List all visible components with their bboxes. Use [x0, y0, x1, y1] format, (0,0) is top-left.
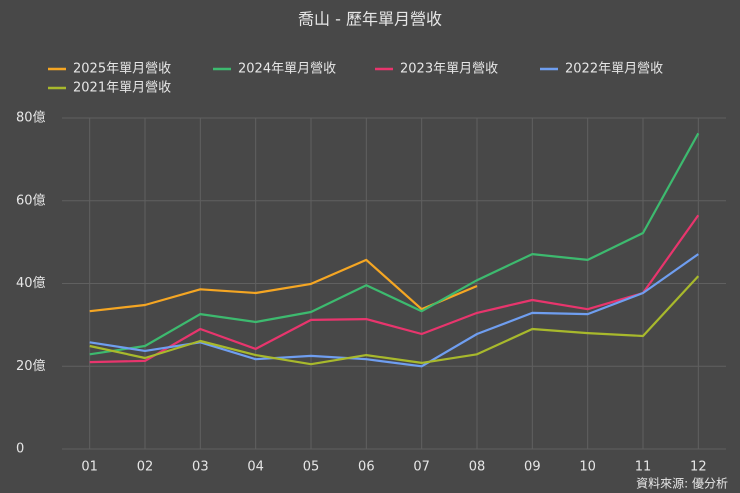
x-tick-label: 03 — [192, 460, 209, 475]
x-tick-label: 04 — [247, 460, 264, 475]
x-tick-label: 01 — [81, 460, 98, 475]
source-note: 資料來源: 優分析 — [636, 477, 728, 491]
legend-label: 2024年單月營收 — [238, 62, 336, 77]
x-tick-label: 10 — [579, 460, 596, 475]
series-line — [89, 214, 700, 364]
y-tick-label: 80億 — [16, 110, 46, 126]
x-tick-label: 06 — [358, 460, 375, 475]
series-line — [89, 253, 699, 368]
x-tick-label: 07 — [413, 460, 430, 475]
x-tick-label: 09 — [524, 460, 541, 475]
series-line — [89, 258, 478, 313]
y-tick-label: 20億 — [16, 358, 46, 374]
series-line — [89, 132, 700, 356]
legend-label: 2021年單月營收 — [73, 81, 171, 96]
y-tick-label: 60億 — [16, 192, 46, 208]
y-tick-label: 40億 — [16, 275, 46, 291]
chart-title: 喬山 - 歷年單月營收 — [298, 10, 442, 29]
x-tick-label: 05 — [303, 460, 320, 475]
y-tick-label: 0 — [16, 442, 24, 457]
series-line — [89, 275, 700, 366]
x-tick-label: 08 — [469, 460, 486, 475]
legend-label: 2025年單月營收 — [73, 62, 171, 77]
legend-label: 2022年單月營收 — [565, 62, 663, 77]
x-tick-label: 12 — [690, 460, 707, 475]
x-tick-label: 11 — [635, 460, 652, 475]
legend-label: 2023年單月營收 — [400, 62, 498, 77]
x-tick-label: 02 — [137, 460, 154, 475]
